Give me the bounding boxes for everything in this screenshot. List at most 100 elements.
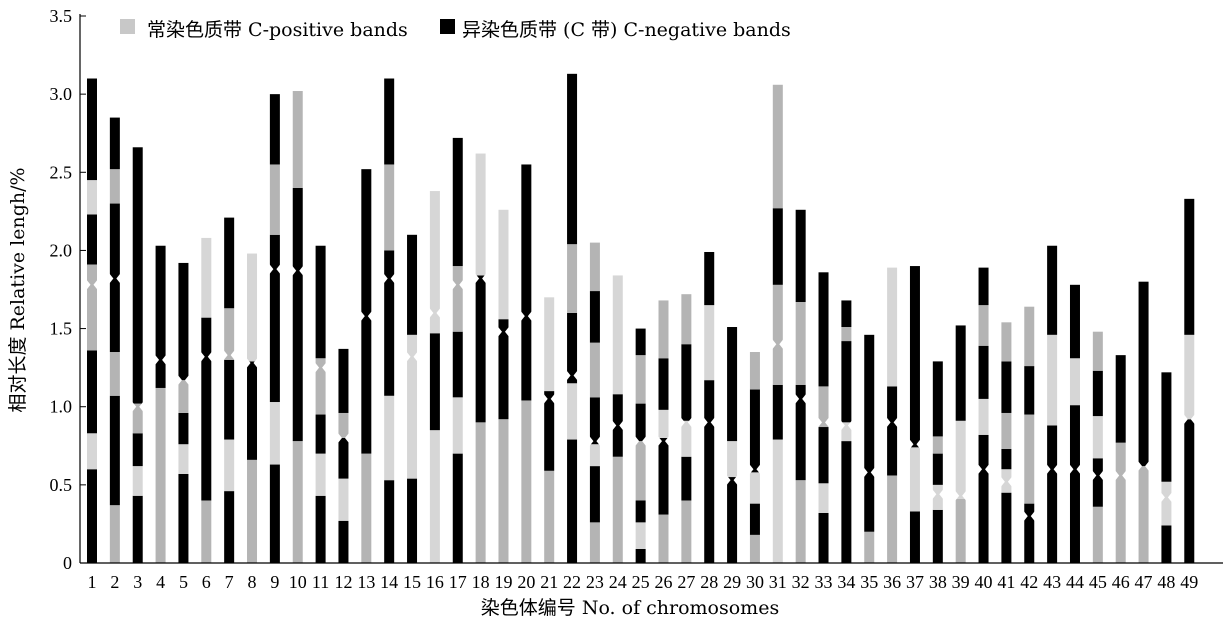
- chromosome-bar-46: [1115, 355, 1127, 563]
- band-34-1: [841, 441, 852, 563]
- band-37-1: [909, 511, 920, 563]
- band-37-3: [909, 266, 920, 448]
- centromere-notch-21-right: [550, 393, 555, 404]
- band-22-5: [567, 73, 578, 245]
- band-32-1: [795, 480, 806, 563]
- band-49-2: [1184, 334, 1195, 420]
- band-3-4: [132, 403, 143, 434]
- band-38-3: [932, 453, 943, 485]
- band-23-2: [589, 466, 600, 523]
- band-5-5: [178, 262, 189, 381]
- band-6-3: [201, 237, 212, 318]
- legend-swatch-c-negative: [440, 19, 455, 34]
- band-17-4: [452, 266, 463, 332]
- centromere-notch-8-left: [246, 357, 251, 368]
- x-tick-label: 36: [883, 572, 901, 592]
- chromosome-bar-29: [726, 327, 738, 563]
- band-48-3: [1161, 372, 1172, 482]
- band-42-1: [1024, 503, 1035, 563]
- band-31-1: [772, 439, 783, 563]
- centromere-notch-11-right: [322, 362, 327, 373]
- band-11-2: [315, 453, 326, 496]
- x-tick-label: 46: [1112, 572, 1130, 592]
- x-tick-label: 38: [929, 572, 947, 592]
- x-tick-label: 29: [723, 572, 741, 592]
- x-tick-label: 40: [975, 572, 993, 592]
- centromere-notch-47-right: [1145, 461, 1150, 472]
- band-34-5: [841, 300, 852, 328]
- centromere-notch-12-right: [344, 432, 349, 443]
- x-tick-label: 5: [179, 572, 188, 592]
- x-tick-label: 20: [517, 572, 535, 592]
- band-25-7: [635, 328, 646, 356]
- chromosome-bar-45: [1092, 331, 1104, 563]
- x-tick-labels: 1 2 3 4 5 6 7 8 9 10 11 12 13 14 15 16 17 18 19 20 21 22 23 24 2…: [88, 572, 1199, 592]
- band-23-5: [589, 342, 600, 398]
- x-tick-label: 1: [88, 572, 97, 592]
- band-5-4: [178, 380, 189, 413]
- band-41-1: [1001, 492, 1012, 563]
- band-9-1: [269, 464, 280, 563]
- centromere-notch-19-left: [497, 326, 502, 337]
- band-9-4: [269, 164, 280, 235]
- band-40-2: [978, 398, 989, 435]
- band-36-2: [887, 386, 898, 476]
- band-43-3: [1047, 245, 1058, 335]
- band-28-3: [704, 251, 715, 306]
- band-26-1: [658, 514, 669, 563]
- centromere-notch-45-left: [1092, 470, 1097, 481]
- x-tick-label: 28: [700, 572, 718, 592]
- band-15-3: [407, 234, 418, 335]
- band-22-3: [567, 312, 578, 384]
- centromere-notch-12-left: [337, 432, 342, 443]
- chromosome-bar-25: [635, 328, 647, 563]
- band-19-2: [498, 319, 509, 420]
- band-43-1: [1047, 425, 1058, 563]
- centromere-notch-41-left: [1000, 476, 1005, 487]
- band-15-2: [407, 334, 418, 479]
- chromosome-bar-20: [520, 164, 532, 563]
- band-3-3: [132, 433, 143, 467]
- band-36-3: [887, 267, 898, 387]
- centromere-notch-43-right: [1053, 464, 1058, 475]
- band-33-4: [818, 386, 829, 428]
- chromosome-bar-27: [680, 294, 692, 563]
- band-45-1: [1092, 506, 1103, 563]
- centromere-notch-48-left: [1160, 492, 1165, 503]
- band-27-2: [681, 456, 692, 501]
- band-30-4: [749, 389, 760, 473]
- band-38-4: [932, 436, 943, 454]
- band-3-2: [132, 466, 143, 496]
- centromere-notch-35-left: [863, 467, 868, 478]
- centromere-notch-1-right: [93, 279, 98, 290]
- chromosome-bar-13: [360, 169, 372, 563]
- band-1-1: [87, 469, 97, 563]
- band-20-1: [521, 400, 532, 563]
- band-18-1: [475, 422, 486, 563]
- centromere-notch-39-left: [955, 490, 960, 501]
- centromere-notch-21-left: [543, 393, 548, 404]
- x-tick-label: 26: [655, 572, 673, 592]
- band-14-2: [384, 395, 395, 481]
- chromosome-bar-38: [932, 361, 944, 563]
- centromere-notch-42-left: [1023, 511, 1028, 522]
- chromosome-bar-34: [840, 300, 852, 563]
- centromere-notch-42-right: [1030, 511, 1035, 522]
- band-40-3: [978, 345, 989, 399]
- chromosome-bar-4: [155, 245, 167, 563]
- band-31-5: [772, 84, 783, 209]
- centromere-notch-35-right: [870, 467, 875, 478]
- band-25-6: [635, 355, 646, 404]
- band-19-3: [498, 209, 509, 320]
- chromosome-bar-44: [1069, 284, 1081, 563]
- x-tick-label: 35: [860, 572, 878, 592]
- centromere-notch-45-right: [1099, 470, 1104, 481]
- band-16-1: [429, 430, 440, 563]
- band-14-3: [384, 250, 395, 396]
- band-30-5: [749, 352, 760, 390]
- centromere-notch-3-right: [139, 401, 144, 412]
- band-1-6: [87, 180, 97, 215]
- band-41-2: [1001, 469, 1012, 493]
- x-tick-label: 18: [472, 572, 490, 592]
- centromere-notch-37-right: [916, 439, 921, 450]
